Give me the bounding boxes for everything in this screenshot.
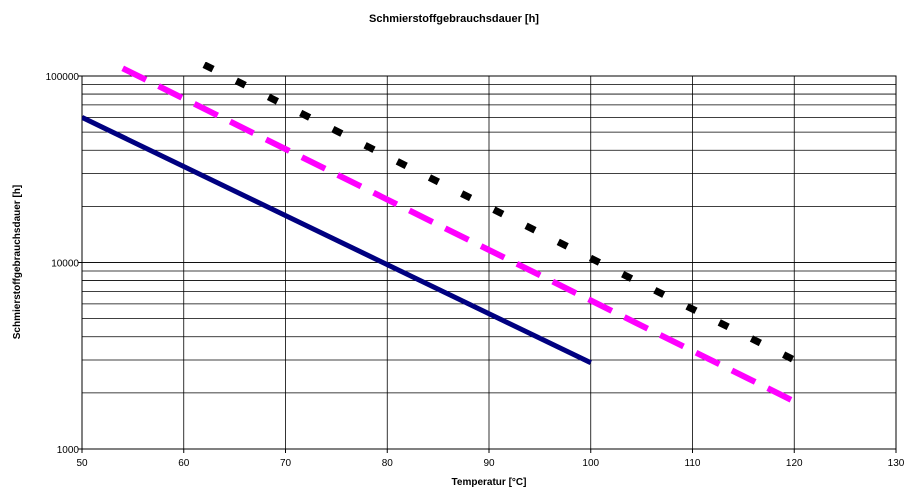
x-tick-label: 60 — [178, 458, 190, 469]
x-tick-label: 100 — [582, 458, 599, 469]
series-layer — [82, 62, 796, 405]
y-tick-label: 1000 — [57, 445, 80, 456]
x-axis-ticks: 50 60 70 80 90 100 110 120 130 — [76, 449, 905, 469]
x-tick-label: 90 — [483, 458, 495, 469]
chart-title: Schmierstoffgebrauchsdauer [h] — [369, 13, 539, 25]
x-tick-label: 80 — [382, 458, 394, 469]
series-line-3 — [202, 62, 796, 364]
x-tick-label: 50 — [76, 458, 88, 469]
y-axis-label: Schmierstoffgebrauchsdauer [h] — [12, 185, 23, 339]
x-tick-label: 110 — [685, 458, 701, 469]
series-line-2 — [121, 65, 796, 405]
x-tick-label: 70 — [280, 458, 292, 469]
series-line-1 — [82, 115, 592, 366]
y-axis-ticks: 1000 10000 100000 — [46, 72, 82, 456]
y-tick-label: 10000 — [51, 259, 79, 270]
x-tick-label: 130 — [888, 458, 905, 469]
x-tick-label: 120 — [786, 458, 803, 469]
x-axis-label: Temperatur [°C] — [452, 477, 527, 488]
y-tick-label: 100000 — [46, 72, 80, 83]
